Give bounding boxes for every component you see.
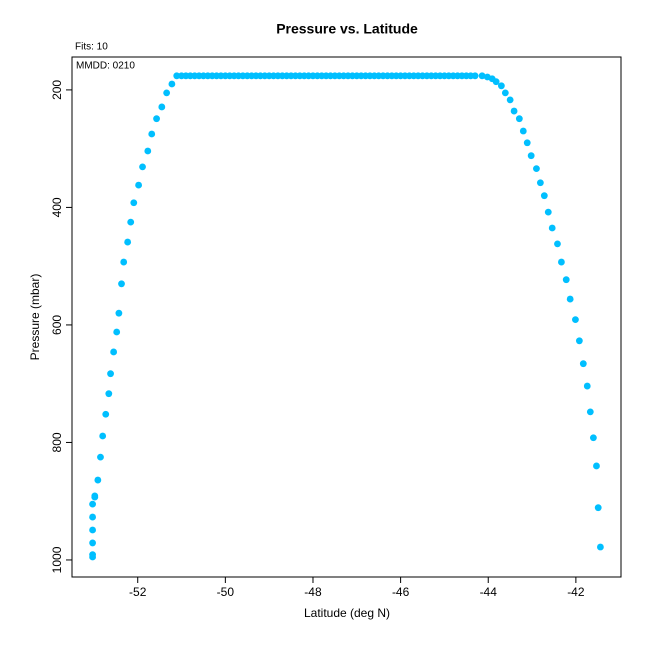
point	[593, 462, 600, 470]
point	[110, 348, 118, 356]
point	[163, 89, 171, 97]
point	[102, 410, 110, 418]
point	[515, 115, 523, 123]
x-tick-label: -46	[392, 585, 410, 599]
point	[89, 513, 96, 521]
x-tick-label: -50	[217, 585, 235, 599]
y-tick-label: 800	[50, 432, 64, 452]
point	[130, 199, 138, 207]
point	[89, 551, 96, 559]
point	[471, 72, 479, 80]
point	[158, 103, 166, 111]
point	[127, 218, 135, 226]
point	[89, 539, 96, 547]
y-axis-label: Pressure (mbar)	[28, 274, 42, 361]
point	[594, 504, 602, 512]
point	[168, 80, 176, 88]
chart-title: Pressure vs. Latitude	[276, 21, 418, 37]
point	[135, 181, 142, 189]
point	[107, 370, 114, 378]
point	[575, 337, 583, 345]
point	[540, 192, 548, 200]
annotation: MMDD: 0210	[76, 61, 135, 72]
point	[579, 360, 587, 368]
point	[89, 526, 96, 534]
point	[501, 89, 509, 97]
point	[478, 72, 486, 80]
point	[120, 258, 128, 266]
point	[148, 130, 156, 138]
y-tick-label: 200	[50, 80, 64, 100]
point	[589, 434, 597, 442]
point	[124, 238, 132, 246]
y-tick-label: 400	[50, 197, 64, 217]
point	[544, 208, 552, 216]
point	[519, 127, 527, 135]
point	[583, 382, 591, 390]
point	[533, 165, 540, 173]
point	[144, 147, 152, 155]
point	[118, 280, 125, 288]
plot-frame	[71, 56, 622, 578]
point	[113, 328, 121, 336]
point	[97, 453, 104, 461]
point	[99, 432, 107, 440]
point	[115, 309, 123, 317]
point	[562, 276, 570, 284]
point	[89, 500, 96, 508]
x-tick-label: -48	[304, 585, 322, 599]
point	[492, 78, 500, 86]
y-tick-label: 600	[50, 315, 64, 335]
x-axis-label: Latitude (deg N)	[304, 606, 390, 620]
point	[548, 224, 556, 232]
point	[566, 295, 574, 303]
point	[536, 179, 544, 187]
point	[506, 96, 514, 104]
point	[558, 258, 565, 266]
x-tick-label: -52	[129, 585, 147, 599]
point	[597, 543, 604, 551]
point	[94, 476, 102, 484]
point	[572, 316, 579, 324]
point	[527, 152, 535, 160]
point	[497, 82, 505, 90]
point	[554, 240, 561, 248]
point	[105, 390, 113, 398]
y-tick-label: 1000	[50, 546, 64, 573]
point	[510, 107, 518, 115]
x-tick-label: -44	[480, 585, 498, 599]
point	[523, 139, 531, 147]
annotation: Fits: 10	[75, 42, 108, 53]
x-tick-label: -42	[567, 585, 585, 599]
point	[173, 72, 181, 80]
point	[91, 492, 99, 500]
point	[586, 408, 594, 416]
point	[139, 163, 146, 171]
point	[153, 115, 160, 123]
